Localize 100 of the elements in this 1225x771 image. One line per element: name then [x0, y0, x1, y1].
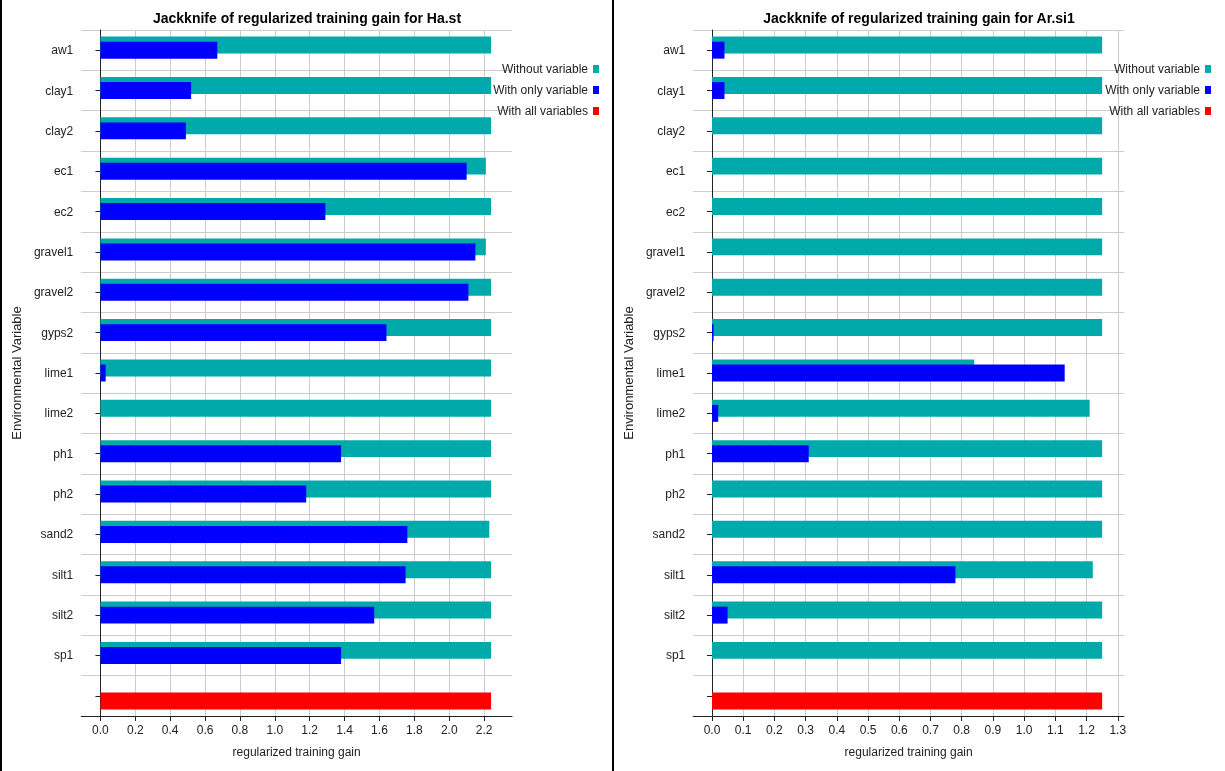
y-tick-label: gyps2 — [653, 325, 686, 340]
chart-title: Jackknife of regularized training gain for Ar.si1 — [763, 10, 1075, 26]
bar — [711, 41, 725, 59]
x-tick-label: 0.6 — [890, 723, 908, 737]
y-tick-label: silt2 — [663, 608, 686, 623]
y-tick-label: gravel2 — [645, 285, 686, 300]
x-tick-label: 0.2 — [126, 723, 144, 737]
bar — [100, 525, 408, 543]
bar — [711, 520, 1103, 538]
y-tick-label: ec2 — [665, 204, 686, 219]
y-tick-label: lime2 — [656, 406, 686, 421]
x-tick-label: 1.2 — [301, 723, 319, 737]
bar — [711, 399, 1090, 417]
bar — [100, 445, 342, 463]
x-tick-label: 0.9 — [984, 723, 1002, 737]
x-tick-label: 1.6 — [371, 723, 389, 737]
bar — [100, 485, 307, 503]
bar — [711, 157, 1103, 175]
x-tick-label: 1.1 — [1046, 723, 1064, 737]
x-tick-label: 0.8 — [953, 723, 971, 737]
y-tick-label: clay1 — [45, 83, 74, 98]
bar — [100, 41, 218, 59]
y-axis-title: Environmental Variable — [9, 306, 24, 440]
bar — [100, 359, 492, 377]
legend-label: Without variable — [1113, 62, 1201, 76]
x-axis-title: regularized training gain — [844, 745, 973, 759]
y-tick-label: gravel1 — [33, 244, 74, 259]
y-tick-label: gravel2 — [33, 285, 74, 300]
x-tick-label: 1.0 — [1015, 723, 1033, 737]
bar — [100, 566, 406, 584]
y-tick-label: clay1 — [657, 83, 686, 98]
bar — [711, 117, 1103, 135]
bar — [711, 445, 809, 463]
x-tick-label: 0.0 — [703, 723, 721, 737]
x-tick-label: 0.3 — [797, 723, 815, 737]
bar — [711, 82, 725, 99]
x-tick-label: 0.8 — [231, 723, 249, 737]
bar — [711, 238, 1103, 256]
bar — [711, 319, 1103, 337]
bar — [711, 692, 1103, 710]
bar — [711, 278, 1103, 296]
bar — [711, 76, 1103, 94]
y-axis-title: Environmental Variable — [621, 306, 636, 440]
y-tick-label: aw1 — [51, 43, 74, 58]
bar — [100, 647, 342, 664]
x-tick-label: 0.2 — [766, 723, 784, 737]
y-tick-label: ec1 — [53, 164, 74, 179]
legend-label: With only variable — [1105, 83, 1201, 97]
y-tick-label: clay2 — [45, 123, 74, 138]
bar — [100, 82, 192, 99]
bar — [711, 606, 728, 624]
y-tick-label: sand2 — [40, 527, 74, 542]
x-tick-label: 0.4 — [828, 723, 846, 737]
y-tick-label: silt1 — [51, 567, 74, 582]
y-tick-label: ec1 — [665, 164, 686, 179]
y-tick-label: lime2 — [44, 406, 74, 421]
bar — [100, 283, 469, 301]
x-tick-label: 0.4 — [161, 723, 179, 737]
y-tick-label: sp1 — [665, 648, 686, 663]
x-tick-label: 1.4 — [336, 723, 354, 737]
bar — [711, 641, 1103, 659]
bar — [100, 606, 375, 624]
x-tick-label: 0.6 — [196, 723, 214, 737]
y-tick-label: lime1 — [656, 366, 686, 380]
y-tick-label: gravel1 — [645, 244, 686, 259]
y-tick-label: gyps2 — [41, 325, 74, 340]
x-tick-label: 1.0 — [266, 723, 284, 737]
y-tick-label: ec2 — [53, 204, 74, 219]
bar — [100, 364, 106, 382]
legend-label: With only variable — [493, 83, 589, 97]
x-tick-label: 0.0 — [92, 723, 110, 737]
bar — [711, 566, 956, 584]
y-tick-label: ph2 — [53, 487, 74, 502]
bar — [100, 243, 476, 261]
bar — [711, 198, 1103, 215]
y-tick-label: lime1 — [44, 366, 74, 380]
chart-title: Jackknife of regularized training gain for Ha.st — [152, 10, 462, 26]
y-tick-label: sand2 — [652, 527, 686, 542]
bar — [100, 324, 387, 342]
bar — [711, 36, 1103, 54]
x-tick-label: 2.0 — [440, 723, 458, 737]
bar — [100, 399, 492, 417]
y-tick-label: ph1 — [665, 446, 686, 461]
y-tick-label: ph1 — [53, 446, 74, 461]
y-tick-label: clay2 — [657, 123, 686, 138]
y-tick-label: silt2 — [51, 608, 74, 623]
bar — [100, 122, 186, 140]
legend-label: With all variables — [1109, 104, 1200, 118]
x-axis-title: regularized training gain — [232, 745, 361, 759]
bar — [711, 364, 1065, 382]
x-tick-label: 1.2 — [1078, 723, 1096, 737]
bar — [100, 162, 467, 180]
y-tick-label: ph2 — [665, 487, 686, 502]
x-tick-label: 1.8 — [406, 723, 424, 737]
x-tick-label: 1.3 — [1109, 723, 1127, 737]
y-tick-label: sp1 — [53, 648, 74, 663]
x-tick-label: 2.2 — [475, 723, 493, 737]
x-tick-label: 0.7 — [922, 723, 940, 737]
bar — [100, 203, 326, 221]
x-tick-label: 0.5 — [859, 723, 877, 737]
